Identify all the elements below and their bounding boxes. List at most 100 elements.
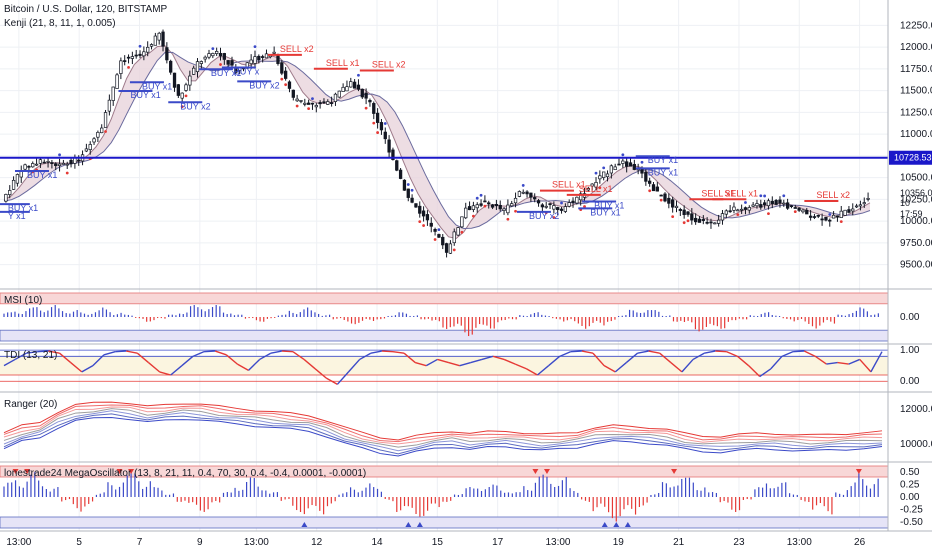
tdi-line-segment bbox=[415, 361, 427, 367]
price-tick-label: 11750.00 bbox=[900, 64, 932, 75]
candle-body bbox=[805, 209, 809, 215]
tdi-line-segment bbox=[425, 358, 438, 367]
signal-dot-red bbox=[219, 63, 222, 66]
candle-body bbox=[736, 209, 740, 212]
candle-body bbox=[218, 53, 223, 57]
candle-body bbox=[471, 205, 476, 210]
candle-body bbox=[8, 190, 12, 195]
signal-dot-red bbox=[552, 216, 556, 219]
buy-signal-label: BUY x2 bbox=[249, 80, 279, 90]
tdi-line-segment bbox=[225, 354, 238, 365]
candle-body bbox=[11, 179, 16, 190]
candle-body bbox=[65, 163, 69, 166]
tdi-line-segment bbox=[814, 355, 827, 365]
candle-body bbox=[510, 203, 514, 207]
candle-body bbox=[310, 102, 315, 105]
candle-body bbox=[379, 122, 384, 131]
tdi-line-segment bbox=[148, 362, 161, 373]
candle-body bbox=[866, 198, 870, 200]
signal-dot-red bbox=[422, 224, 425, 227]
signal-dot-red bbox=[280, 77, 284, 81]
candle-body bbox=[586, 187, 591, 191]
mega-sell-triangle bbox=[24, 469, 31, 474]
tdi-line-segment bbox=[448, 361, 460, 367]
candle-body bbox=[111, 86, 115, 101]
candle-body bbox=[421, 210, 426, 217]
candle-body bbox=[766, 200, 771, 207]
price-tick-label: 11500.00 bbox=[900, 86, 932, 97]
mega-sell-triangle bbox=[543, 469, 550, 474]
candle-body bbox=[153, 35, 158, 46]
tdi-line-segment bbox=[270, 350, 282, 354]
tdi-line-segment bbox=[704, 350, 716, 354]
tdi-line-segment bbox=[537, 365, 550, 376]
candle-body bbox=[782, 202, 786, 205]
candle-body bbox=[820, 218, 824, 221]
signal-dot-red bbox=[686, 219, 690, 223]
signal-dot-red bbox=[295, 104, 299, 108]
candle-body bbox=[739, 208, 744, 211]
tdi-line-segment bbox=[26, 350, 38, 354]
tdi-line-segment bbox=[681, 358, 694, 373]
candle-body bbox=[563, 206, 568, 212]
mega-sell-triangle bbox=[12, 469, 19, 474]
candle-body bbox=[142, 51, 146, 57]
candle-body bbox=[138, 53, 142, 56]
candle-body bbox=[176, 84, 180, 96]
candle-body bbox=[149, 44, 154, 47]
signal-dot-blue bbox=[560, 201, 563, 205]
candle-body bbox=[441, 236, 445, 246]
candle-body bbox=[280, 62, 284, 74]
candle-body bbox=[648, 180, 652, 184]
candle-body bbox=[27, 165, 31, 168]
candle-body bbox=[839, 210, 843, 218]
candle-body bbox=[475, 204, 479, 209]
tdi-line-segment bbox=[437, 358, 449, 364]
tdi-line-segment bbox=[348, 358, 361, 373]
candle-body bbox=[322, 101, 326, 104]
level-price-tag bbox=[889, 150, 932, 165]
tdi-line-segment bbox=[170, 365, 183, 376]
sell-signal-label: SELL x1 bbox=[579, 184, 613, 194]
mega-buy-triangle bbox=[301, 522, 308, 527]
signal-dot-red bbox=[648, 189, 652, 193]
candle-body bbox=[743, 207, 748, 210]
candle-body bbox=[375, 112, 380, 123]
candle-body bbox=[521, 191, 525, 194]
signal-dot-blue bbox=[521, 184, 525, 187]
mega-oscillator-pane[interactable]: lonestrade24 MegaOscillator (13, 8, 21, … bbox=[0, 465, 889, 529]
time-tick-label: 12 bbox=[311, 537, 323, 548]
mega-buy-triangle bbox=[416, 522, 423, 527]
tdi-line-segment bbox=[659, 352, 672, 364]
tdi-line-segment bbox=[581, 350, 594, 354]
candle-body bbox=[705, 221, 709, 224]
tdi-line-segment bbox=[481, 355, 494, 361]
tdi-line-segment bbox=[81, 365, 94, 373]
buy-signal-label: BUY x1 bbox=[590, 207, 620, 217]
candle-body bbox=[287, 81, 292, 89]
signal-dot-red bbox=[372, 121, 376, 125]
tdi-line-segment bbox=[192, 351, 205, 357]
signal-dot-blue bbox=[410, 188, 414, 192]
signal-dot-red bbox=[284, 83, 288, 87]
ranger-pane[interactable]: Ranger (20) bbox=[3, 399, 883, 457]
tdi-line-segment bbox=[59, 352, 72, 364]
candle-body bbox=[831, 214, 836, 219]
msi-pane[interactable]: MSI (10) bbox=[0, 292, 889, 342]
mega-sell-triangle bbox=[116, 469, 123, 474]
ranger-band-line bbox=[3, 401, 883, 441]
candle-body bbox=[682, 209, 686, 216]
sell-signal-label: SELL x2 bbox=[816, 190, 850, 200]
candle-body bbox=[559, 208, 564, 211]
candle-body bbox=[356, 84, 361, 90]
candle-body bbox=[525, 191, 529, 195]
candle-body bbox=[625, 161, 629, 167]
mega-buy-triangle bbox=[601, 522, 608, 527]
tdi-pane[interactable]: TDI (13, 21) bbox=[0, 349, 888, 385]
candle-body bbox=[299, 100, 303, 102]
tdi-line-segment bbox=[503, 358, 516, 365]
sell-signal-label: SELL x1 bbox=[326, 58, 360, 68]
signal-dot-blue bbox=[311, 97, 314, 101]
candle-body bbox=[816, 214, 820, 217]
